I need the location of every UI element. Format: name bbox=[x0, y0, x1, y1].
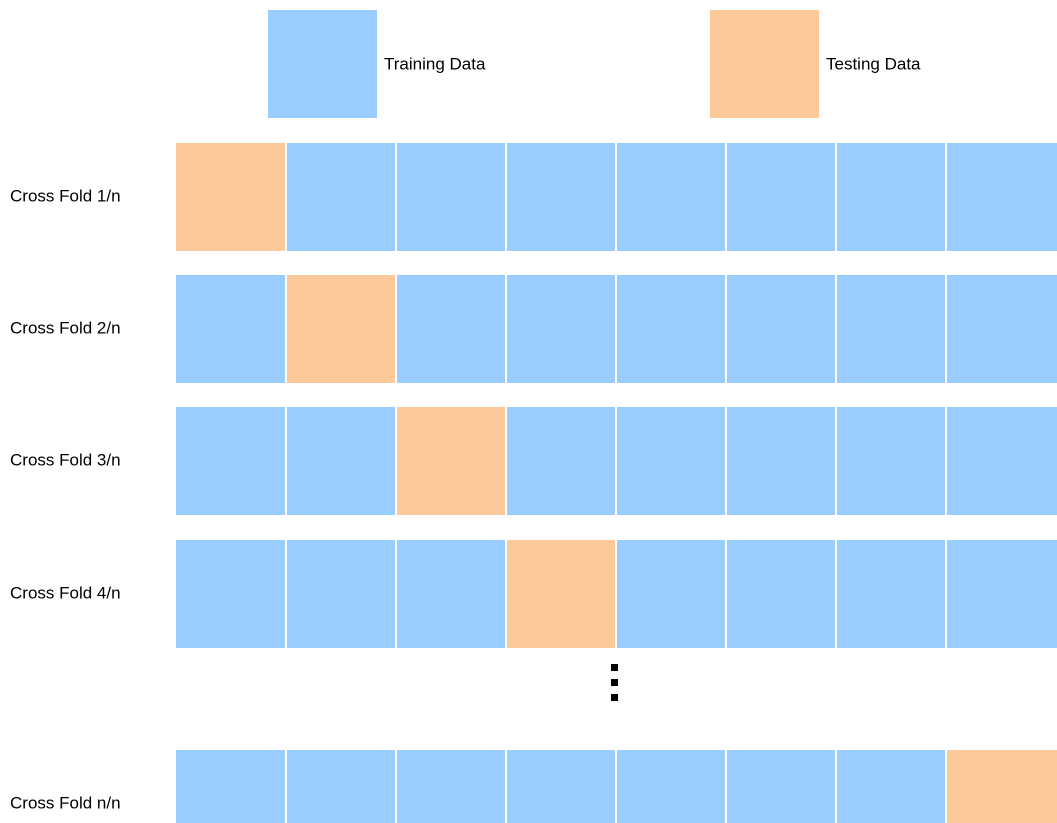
row-label: Cross Fold 3/n bbox=[10, 450, 121, 469]
subject-cell bbox=[507, 275, 615, 383]
subject-cell bbox=[837, 143, 945, 251]
subject-cell bbox=[287, 143, 395, 251]
subject-cell bbox=[397, 750, 505, 823]
subject-cell bbox=[176, 407, 285, 515]
subject-cell bbox=[727, 275, 835, 383]
subject-cell bbox=[287, 750, 395, 823]
subject-cell bbox=[837, 540, 945, 648]
subject-cell bbox=[947, 407, 1057, 515]
subject-cell bbox=[176, 540, 285, 648]
legend-label: Training Data bbox=[384, 54, 486, 73]
vertical-ellipsis bbox=[611, 664, 618, 701]
subject-cell bbox=[397, 540, 505, 648]
subject-cell bbox=[507, 407, 615, 515]
row-label: Cross Fold 1/n bbox=[10, 186, 121, 205]
subject-cell bbox=[617, 143, 725, 251]
ellipsis-dot bbox=[611, 679, 618, 686]
subject-cell bbox=[176, 750, 285, 823]
legend-swatch bbox=[710, 10, 819, 118]
subject-cell bbox=[837, 275, 945, 383]
subject-cell bbox=[617, 750, 725, 823]
subject-cell bbox=[727, 750, 835, 823]
subject-cell bbox=[617, 407, 725, 515]
subject-cell bbox=[947, 750, 1057, 823]
subject-cell bbox=[617, 275, 725, 383]
subject-cell bbox=[947, 540, 1057, 648]
row-label: Cross Fold 2/n bbox=[10, 318, 121, 337]
subject-cell bbox=[727, 540, 835, 648]
subject-cell bbox=[507, 540, 615, 648]
subject-cell bbox=[287, 540, 395, 648]
subject-cell bbox=[947, 143, 1057, 251]
ellipsis-dot bbox=[611, 694, 618, 701]
row-label: Cross Fold n/n bbox=[10, 793, 121, 812]
subject-cell bbox=[837, 750, 945, 823]
subject-cell bbox=[287, 275, 395, 383]
ellipsis-dot bbox=[611, 664, 618, 671]
subject-cell bbox=[507, 143, 615, 251]
subject-cell bbox=[397, 275, 505, 383]
subject-cell bbox=[397, 143, 505, 251]
legend-label: Testing Data bbox=[826, 54, 921, 73]
subject-cell bbox=[727, 143, 835, 251]
subject-cell bbox=[176, 275, 285, 383]
row-label: Cross Fold 4/n bbox=[10, 583, 121, 602]
subject-cell bbox=[397, 407, 505, 515]
subject-cell bbox=[837, 407, 945, 515]
legend-swatch bbox=[268, 10, 377, 118]
subject-cell bbox=[947, 275, 1057, 383]
subject-cell bbox=[176, 143, 285, 251]
subject-cell bbox=[617, 540, 725, 648]
subject-cell bbox=[727, 407, 835, 515]
subject-cell bbox=[507, 750, 615, 823]
subject-cell bbox=[287, 407, 395, 515]
